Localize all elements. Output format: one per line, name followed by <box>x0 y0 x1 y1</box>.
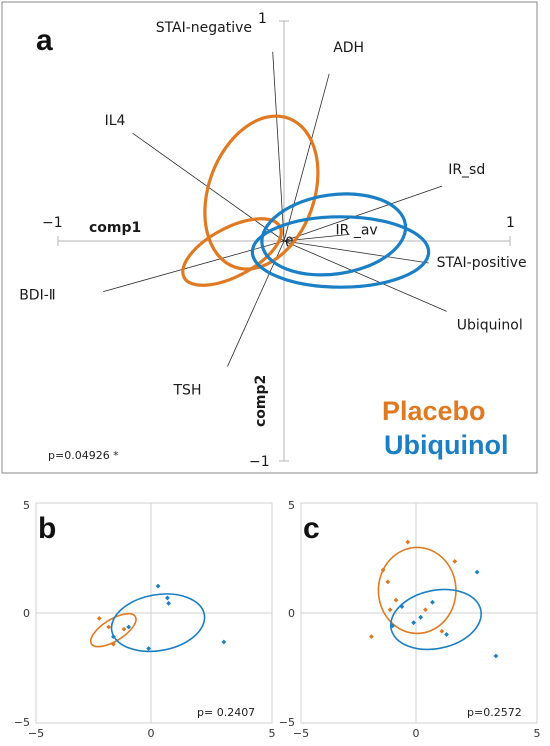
loading-label: STAI-positive <box>437 255 527 271</box>
panel-c-ubiquinol-point <box>444 632 449 637</box>
panel-c-ubiquinol-point <box>411 620 417 626</box>
panel-c-placebo-point <box>405 539 411 545</box>
panel-b-pvalue: p= 0.2407 <box>197 706 255 719</box>
panel-c-ubiquinol-point <box>493 653 499 659</box>
ubiquinol-ellipse <box>250 215 431 289</box>
legend-placebo: Placebo <box>382 396 486 426</box>
panel-b-letter: b <box>38 512 56 545</box>
panel-c-x-tick-min: −5 <box>293 727 309 740</box>
loading-label: Ubiquinol <box>457 317 523 333</box>
loading-line <box>272 51 285 242</box>
panel-c-x-tick-max: 5 <box>534 727 541 740</box>
panel-c-placebo-point <box>393 597 399 603</box>
ubiquinol-ellipse <box>260 192 408 277</box>
panel-c-placebo-point <box>452 559 458 564</box>
panel-b-x-tick-origin: 0 <box>148 727 155 740</box>
panel-a-ylabel: comp2 <box>253 375 269 427</box>
panel-b-placebo-ellipse <box>89 612 137 648</box>
panel-c-ubiquinol-point <box>399 604 405 609</box>
panel-b-ubiquinol-point <box>221 639 227 645</box>
panel-b-ubiquinol-point <box>166 600 172 606</box>
panel-c-ubiquinol-point <box>390 623 395 629</box>
panel-c-ubiquinol-ellipse <box>389 588 483 651</box>
panel-c-placebo-point <box>387 607 393 613</box>
panel-b-x-tick-min: −5 <box>28 727 44 740</box>
panel-a-y-tick-min: −1 <box>249 454 270 470</box>
panel-a-frame <box>1 1 538 474</box>
panel-a-y-tick-max: 1 <box>258 11 267 27</box>
loading-line <box>283 240 447 312</box>
loading-line <box>283 185 443 242</box>
panel-c-placebo-point <box>368 634 374 640</box>
panel-b-placebo-point <box>121 626 127 632</box>
panel-a-x-tick-min: −1 <box>42 215 63 231</box>
panel-c-y-tick-min: −5 <box>279 716 295 729</box>
panel-c-ubiquinol-point <box>418 614 424 620</box>
panel-c-placebo-point <box>423 607 428 613</box>
panel-b-ubiquinol-point <box>165 595 170 601</box>
loading-label: IL4 <box>105 113 126 129</box>
panel-c-placebo-point <box>385 579 391 585</box>
panel-b-y-tick-min: −5 <box>14 716 30 729</box>
panel-c-ubiquinol-point <box>474 569 480 575</box>
panel-b-ubiquinol-point <box>126 624 132 630</box>
panel-b-ubiquinol-ellipse <box>110 593 206 653</box>
panel-b-x-tick-max: 5 <box>269 727 276 740</box>
panel-c-placebo-point <box>439 628 445 634</box>
panel-c-letter: c <box>303 512 320 545</box>
panel-c-placebo-ellipse <box>377 546 457 635</box>
loading-line <box>283 73 330 242</box>
panel-b-placebo-point <box>106 624 112 630</box>
panel-c-placebo-point <box>380 567 386 573</box>
panel-c-y-tick-origin: 0 <box>288 607 295 620</box>
panel-c-y-tick-max: 5 <box>288 499 295 512</box>
loading-label: BDI-Ⅱ <box>19 288 55 304</box>
legend-ubiquinol: Ubiquinol <box>384 430 508 460</box>
panel-a-x-tick-max: 1 <box>506 215 515 231</box>
loading-label: IR_sd <box>448 162 485 178</box>
panel-c-x-tick-origin: 0 <box>413 727 420 740</box>
panel-c-ubiquinol-point <box>430 599 435 605</box>
loading-label: ADH <box>333 40 364 56</box>
panel-a-xlabel: comp1 <box>89 220 141 236</box>
loading-label: STAI-negative <box>156 20 252 36</box>
loading-label: IR _av <box>336 222 378 238</box>
panel-b-y-tick-max: 5 <box>23 499 30 512</box>
loading-line <box>283 240 429 264</box>
placebo-ellipse <box>203 114 320 271</box>
panel-b-placebo-point <box>96 615 102 621</box>
loading-label: TSH <box>173 382 202 398</box>
panel-b-ubiquinol-point <box>111 634 116 640</box>
panel-b: b p= 0.2407 5 0 −5−5 0 5 <box>14 499 276 740</box>
panel-c-pvalue: p=0.2572 <box>467 706 522 719</box>
panel-a-letter: a <box>36 24 53 57</box>
panel-b-y-tick-origin: 0 <box>23 607 30 620</box>
panel-a-pvalue: p=0.04926 * <box>48 449 119 462</box>
panel-c: c p=0.2572 5 0 −5−5 0 5 <box>279 499 541 740</box>
panel-b-ubiquinol-point <box>146 646 152 651</box>
panel-b-ubiquinol-point <box>155 583 161 589</box>
panel-b-placebo-point <box>111 641 116 647</box>
